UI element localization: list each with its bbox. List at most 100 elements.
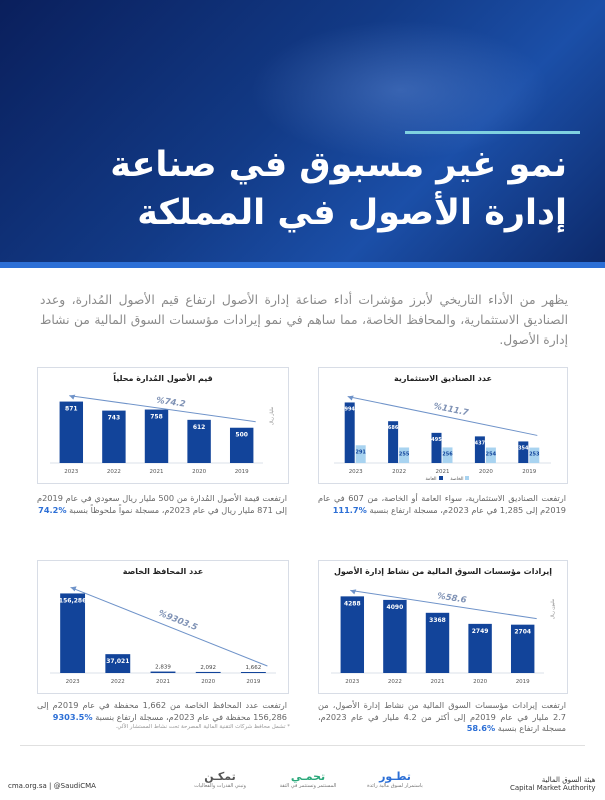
bar (102, 410, 126, 463)
bar-العامة (344, 402, 355, 463)
bar-label: 3368 (429, 617, 446, 624)
x-tick-label: 2023 (345, 679, 359, 685)
hero-accent-line (405, 131, 580, 134)
x-tick-label: 2023 (349, 469, 363, 475)
bar-label: 2,092 (200, 665, 216, 671)
y-axis-label: مليون ريال (551, 598, 556, 619)
bar (383, 599, 407, 673)
aum-description: ارتفعت قيمة الأصول المُدارة من 500 مليار… (37, 493, 287, 516)
bar (59, 401, 84, 463)
x-tick-label: 2022 (392, 469, 406, 475)
footer-item-enable-sub: وتبني القدرات والفعاليات (194, 783, 246, 789)
bar (468, 623, 492, 673)
footer-item-protect-sub: المستثمر وتستثمر في الثقة (279, 783, 337, 789)
bar-label: 4288 (344, 600, 361, 607)
legend-swatch (465, 476, 469, 480)
x-tick-label: 2021 (431, 679, 445, 685)
legend-swatch (439, 476, 443, 480)
bar-العامة (431, 432, 442, 463)
bar-label: 156,286 (59, 597, 86, 604)
bar-الخاصة (355, 445, 366, 463)
funds-description-text: ارتفعت الصناديق الاستثمارية، سواء العامة… (318, 493, 566, 515)
bar-label: 686 (388, 425, 399, 431)
trend-arrow (70, 586, 268, 667)
bar-الخاصة (529, 447, 540, 463)
bar-الخاصة (442, 447, 453, 463)
bar-label: 291 (355, 449, 366, 455)
legend-label: الخاصة (450, 477, 463, 482)
bar-label: 37,021 (106, 658, 129, 665)
cma-logo-text: هيئة السوق المالية Capital Market Author… (510, 776, 595, 792)
revenue-description: ارتفعت إيرادات مؤسسات السوق المالية من ن… (318, 700, 566, 735)
trend-arrow (347, 395, 538, 436)
growth-annotation: %74.2 (155, 396, 186, 410)
portfolios-description-text: ارتفعت عدد المحافظ الخاصة من 1,662 محفظة… (37, 700, 287, 722)
trend-arrowhead (69, 394, 76, 400)
bar (144, 409, 169, 463)
revenue-description-pct: %58.6 (466, 723, 496, 733)
x-tick-label: 2019 (235, 469, 249, 475)
cma-name-en: Capital Market Authority (510, 784, 596, 792)
portfolios-chart-card: عدد المحافظ الخاصة 156,286 2023 37,021 2022… (37, 560, 289, 694)
bar-label: 1,662 (246, 665, 262, 671)
growth-annotation: %58.6 (436, 591, 467, 605)
footnote: * تشمل محافظ شركات التقنية المالية المصر… (115, 724, 291, 730)
bar-الخاصة (399, 447, 410, 463)
bar-label: 254 (486, 452, 497, 458)
footer-item-enable: تمكـن وتبني القدرات والفعاليات (180, 770, 260, 789)
x-tick-label: 2020 (201, 679, 215, 685)
bar (105, 654, 131, 673)
bar-label: 256 (442, 451, 453, 457)
hero-title-line1: نمو غير مسبوق في صناعة (110, 145, 567, 185)
bar-label: 437 (475, 440, 486, 446)
bar-label: 354 (518, 445, 529, 451)
legend-label: العامة (426, 477, 437, 482)
bar (425, 612, 450, 673)
bar-العامة (388, 421, 399, 463)
x-tick-label: 2019 (246, 679, 260, 685)
bar-label: 500 (235, 432, 248, 439)
footer-website[interactable]: cma.org.sa | @SaudiCMA (8, 782, 96, 790)
x-tick-label: 2022 (111, 679, 125, 685)
bar-label: 495 (431, 437, 442, 443)
x-tick-label: 2021 (150, 469, 164, 475)
bar (60, 593, 86, 673)
x-tick-label: 2020 (473, 679, 487, 685)
aum-description-text: ارتفعت قيمة الأصول المُدارة من 500 مليار… (37, 493, 287, 515)
bar (195, 671, 221, 673)
bar-label: 4090 (387, 604, 404, 611)
divider-stripe (0, 262, 605, 268)
funds-chart-title: عدد الصناديق الاستثمارية (394, 374, 492, 383)
footer-item-protect-title: تحمـي (290, 770, 326, 783)
bar (150, 671, 176, 673)
y-axis-label: مليار ريال (270, 406, 275, 425)
revenue-chart: 4288 2023 4090 2022 3368 2021 2749 2020 2704 2019… (331, 589, 556, 685)
bar-label: 758 (150, 414, 163, 421)
bar-العامة (518, 441, 529, 463)
bar (240, 672, 266, 673)
portfolios-description: ارتفعت عدد المحافظ الخاصة من 1,662 محفظة… (37, 700, 287, 723)
trend-arrow (69, 395, 256, 423)
footer-item-evolve-title: تطـور (379, 770, 411, 783)
bar-label: 612 (193, 424, 206, 431)
x-tick-label: 2021 (156, 679, 170, 685)
portfolios-chart: 156,286 2023 37,021 2022 2,839 2021 2,092 2020 1… (50, 586, 276, 685)
revenue-chart-title: إيرادات مؤسسات السوق المالية من نشاط إدا… (333, 567, 553, 576)
footer-divider (20, 745, 585, 746)
funds-chart-card: عدد الصناديق الاستثمارية 994 291 2023 686 25… (318, 367, 568, 484)
hero-title-line2: إدارة الأصول في المملكة (137, 193, 567, 233)
footer-item-protect: تحمـي المستثمر وتستثمر في الثقة (268, 770, 348, 789)
bar-الخاصة (485, 447, 496, 463)
bar-label: 994 (344, 406, 355, 412)
bar (229, 427, 254, 463)
bar-العامة (474, 436, 485, 463)
x-tick-label: 2022 (107, 469, 121, 475)
x-tick-label: 2019 (522, 469, 536, 475)
bar-label: 2704 (514, 629, 531, 636)
revenue-chart-card: إيرادات مؤسسات السوق المالية من نشاط إدا… (318, 560, 568, 694)
footer-item-enable-title: تمكـن (204, 770, 236, 783)
growth-annotation: %111.7 (433, 402, 470, 419)
x-tick-label: 2020 (479, 469, 493, 475)
portfolios-description-pct: %9303.5 (52, 711, 93, 722)
